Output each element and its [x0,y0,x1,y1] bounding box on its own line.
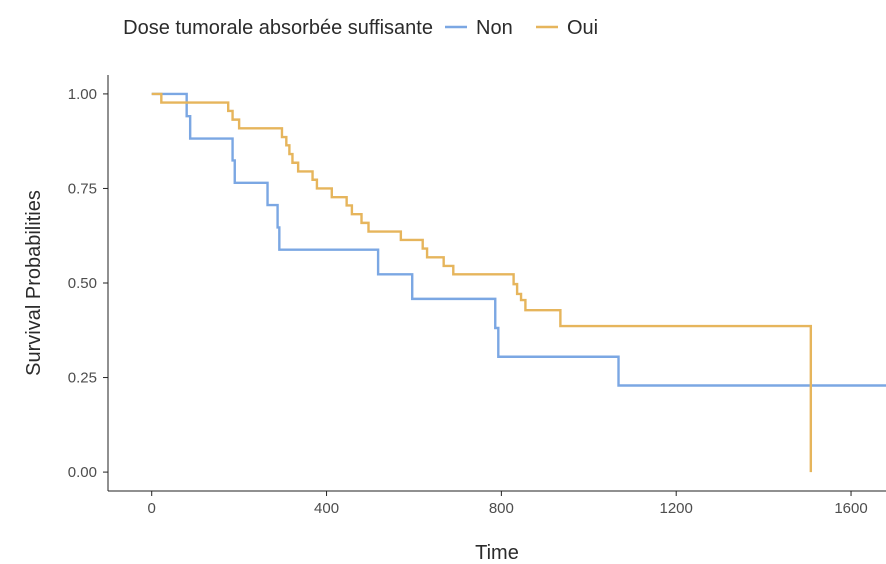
y-axis-title: Survival Probabilities [23,190,45,376]
plot-area: 0.00 0.25 0.50 0.75 1.00 0 400 800 1200 1600 [68,75,886,517]
y-tick-label: 0.25 [68,370,97,387]
legend: Dose tumorale absorbée suffisante Non Ou… [123,17,598,39]
x-tick-label: 800 [489,500,514,517]
x-tick-label: 0 [148,500,156,517]
x-tick-label: 1600 [834,500,867,517]
survival-curve-non [151,92,886,387]
legend-label-non: Non [476,17,513,39]
y-ticks: 0.00 0.25 0.50 0.75 1.00 [68,86,108,481]
y-tick-label: 0.75 [68,180,97,197]
x-tick-label: 400 [314,500,339,517]
series-layer [151,92,886,473]
x-ticks: 0 400 800 1200 1600 [148,491,868,517]
legend-label-oui: Oui [567,17,598,39]
y-tick-label: 0.00 [68,464,97,481]
x-axis-title: Time [475,542,519,564]
x-tick-label: 1200 [660,500,693,517]
y-tick-label: 0.50 [68,275,97,292]
legend-title: Dose tumorale absorbée suffisante [123,17,433,39]
y-tick-label: 1.00 [68,86,97,103]
survival-curve-oui [151,92,813,473]
